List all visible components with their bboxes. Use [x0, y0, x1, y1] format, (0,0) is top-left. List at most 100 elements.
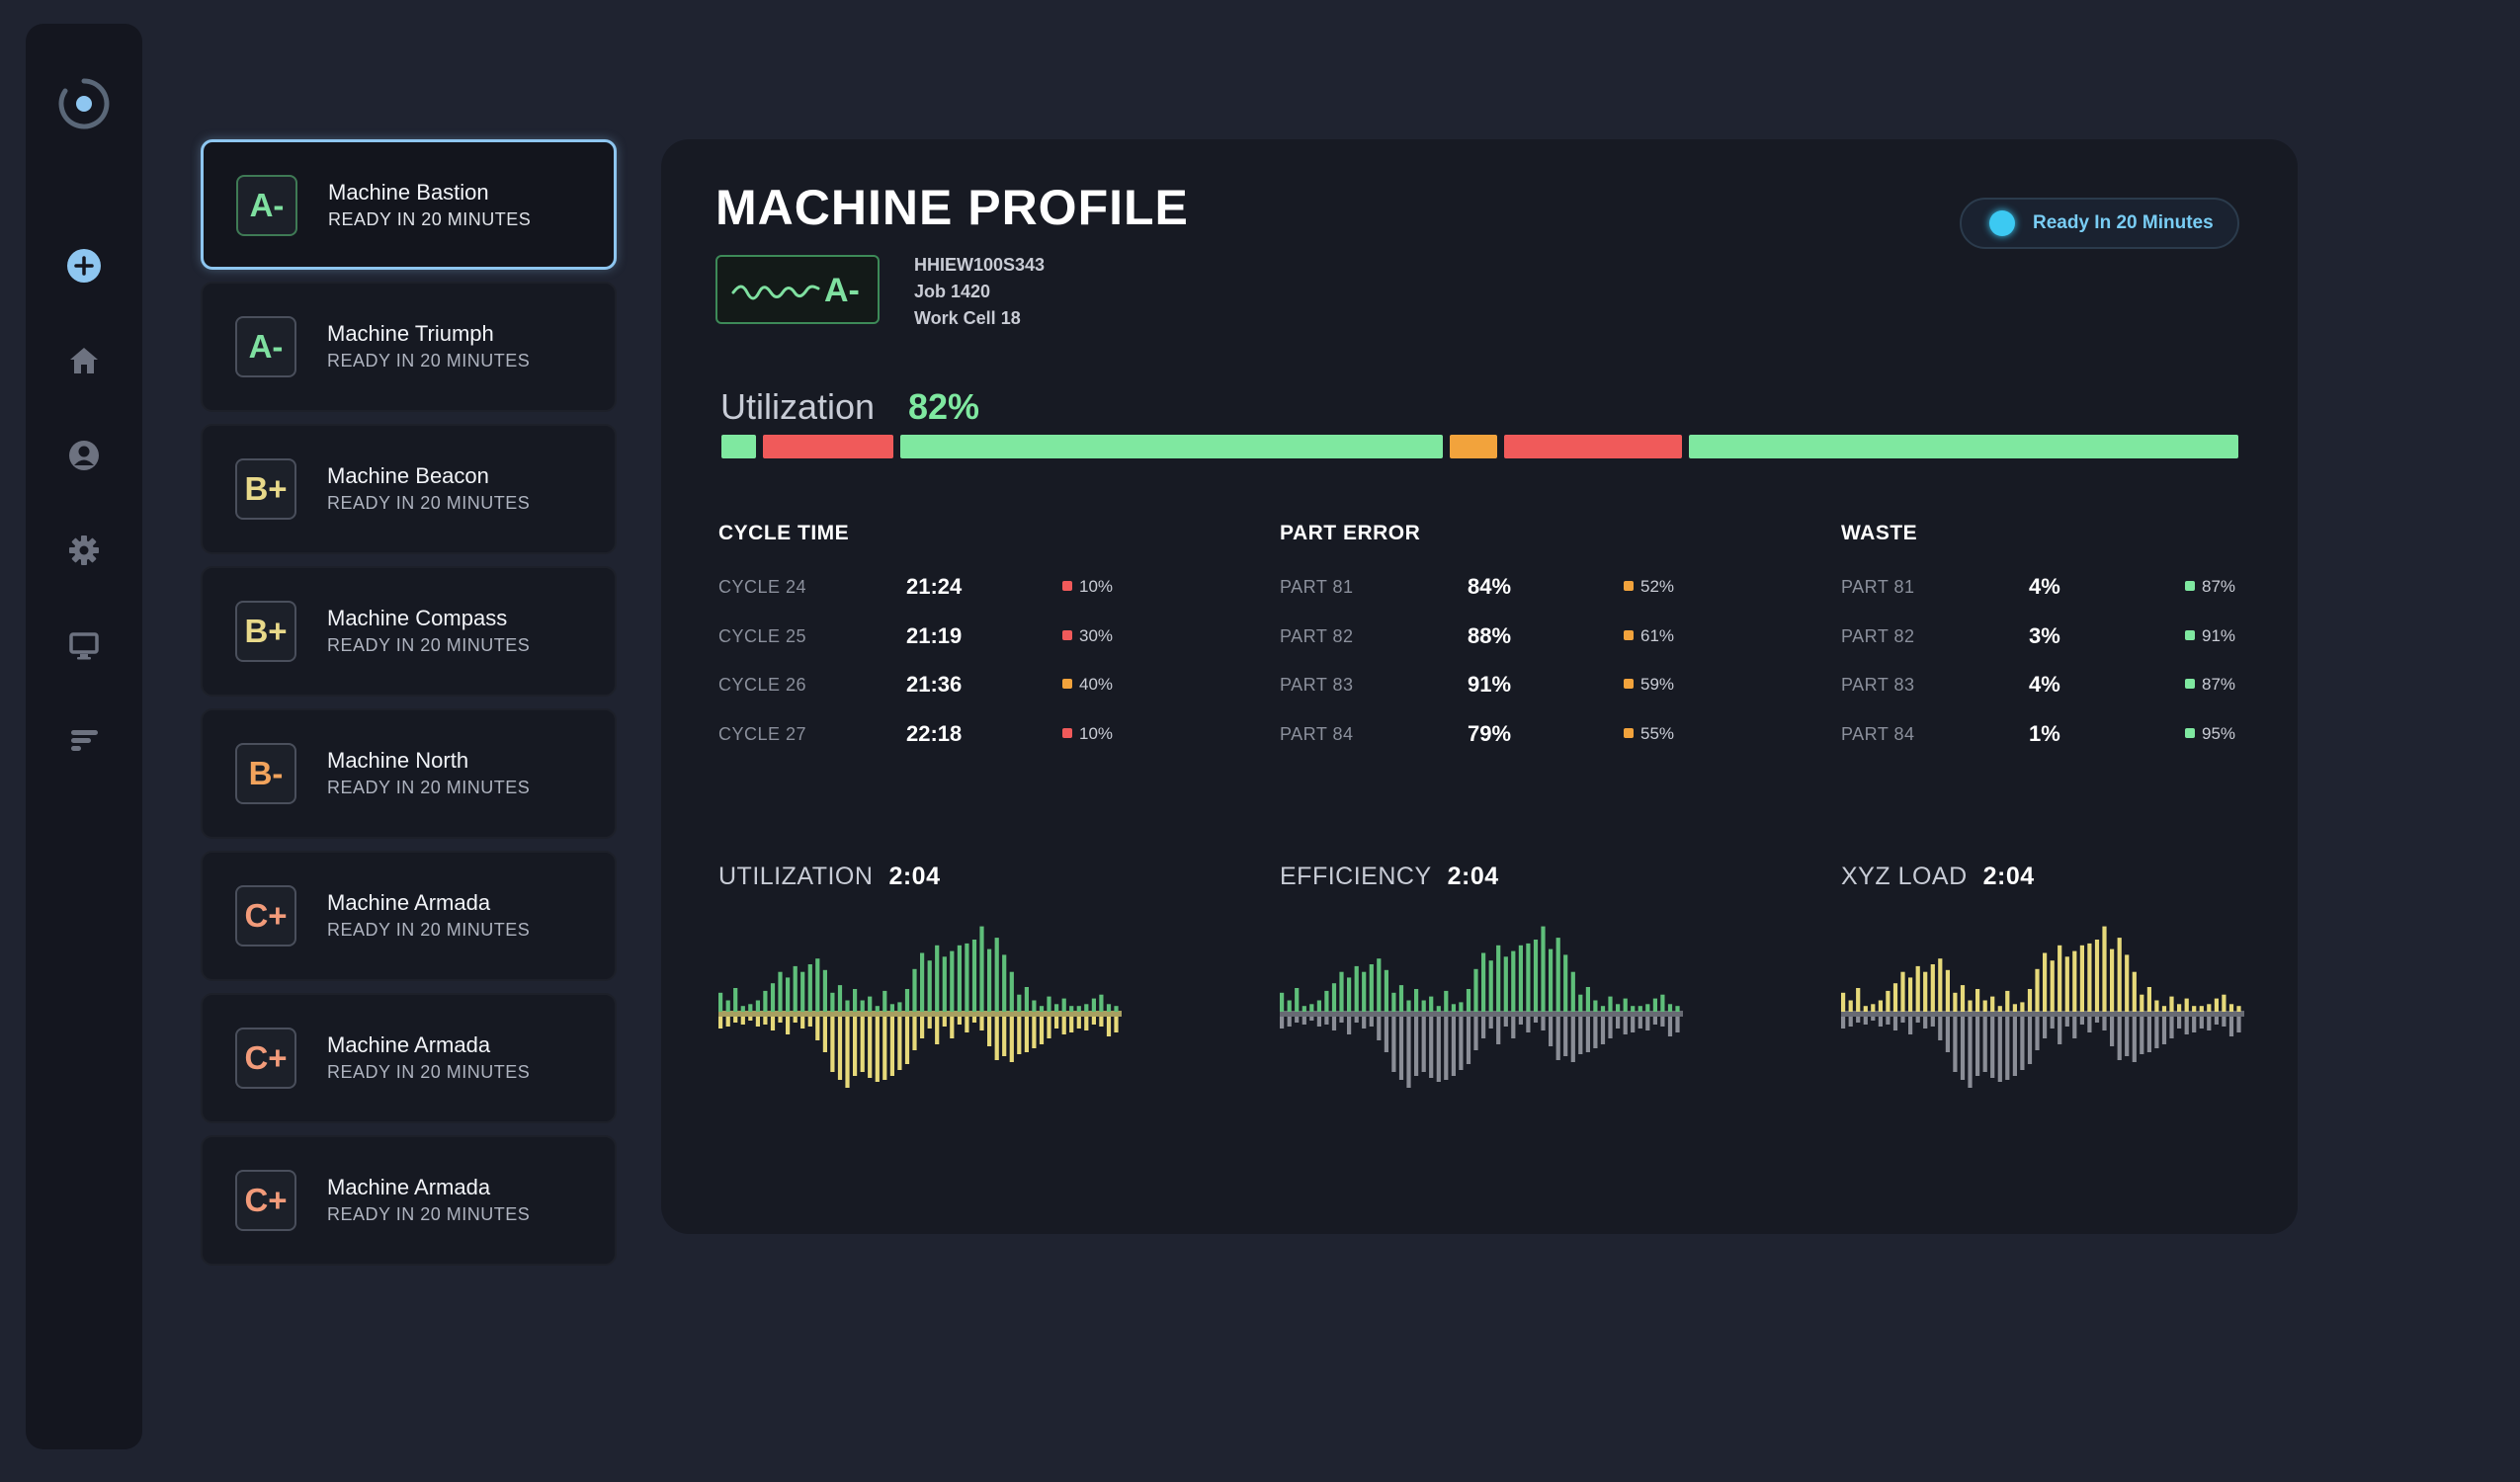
waveform-bar-up — [1099, 994, 1104, 1012]
waveform-bar-up — [2005, 990, 2010, 1012]
waveform-bar-down — [935, 1017, 940, 1044]
serial-number: HHIEW100S343 — [914, 255, 1046, 275]
waveform-bar-down — [1900, 1017, 1905, 1023]
stat-percent: 87% — [2185, 675, 2235, 695]
waveform-bar-up — [942, 956, 947, 1012]
waveform-bar-up — [2154, 1000, 2159, 1012]
waveform-bar-down — [740, 1017, 745, 1025]
waveform-bar-down — [2192, 1017, 2197, 1032]
waveform-bar-up — [1309, 1004, 1314, 1012]
sidebar — [26, 24, 142, 1449]
waveform-bar-down — [920, 1017, 925, 1038]
status-square-icon — [1062, 679, 1072, 689]
machine-card[interactable]: C+ Machine Armada READY IN 20 MINUTES — [201, 1135, 617, 1266]
monitor-icon[interactable] — [63, 624, 105, 666]
waveform-bar-up — [2050, 960, 2055, 1012]
waveform-bar-down — [1099, 1017, 1104, 1027]
waveform-bar-up — [2184, 998, 2189, 1012]
machine-card[interactable]: C+ Machine Armada READY IN 20 MINUTES — [201, 993, 617, 1123]
machine-grade: B- — [235, 743, 296, 804]
waveform-bar-up — [2236, 1006, 2241, 1012]
machine-card[interactable]: B+ Machine Beacon READY IN 20 MINUTES — [201, 424, 617, 554]
waveform-bar-up — [763, 990, 768, 1012]
waveform-bar-up — [1938, 958, 1943, 1012]
machine-grade: C+ — [235, 1028, 296, 1089]
stat-label: PART 82 — [1841, 625, 1915, 646]
stat-label: CYCLE 24 — [718, 577, 807, 597]
waveform-bar-up — [2192, 1006, 2197, 1012]
waveform-bar-up — [1032, 1000, 1037, 1012]
machine-name: Machine North — [327, 748, 469, 773]
waveform-bar-down — [1481, 1017, 1486, 1038]
waveform-bar-up — [897, 1002, 902, 1012]
waveform-bar-up — [2214, 998, 2219, 1012]
home-icon[interactable] — [63, 340, 105, 381]
waveform-bar-down — [1578, 1017, 1583, 1054]
waveform-bar-down — [1563, 1017, 1568, 1056]
waveform-bar-up — [807, 964, 812, 1012]
waveform-bar-up — [1354, 965, 1359, 1012]
waveform-bar-down — [1309, 1017, 1314, 1021]
waveform-bar-down — [1429, 1017, 1434, 1078]
waveform-bar-down — [1466, 1017, 1471, 1064]
machine-card[interactable]: A- Machine Triumph READY IN 20 MINUTES — [201, 282, 617, 412]
waveform-bar-up — [1533, 940, 1539, 1012]
waveform-bar-up — [1638, 1006, 1642, 1012]
stat-percent: 40% — [1062, 675, 1113, 695]
stat-percent-text: 10% — [1079, 577, 1114, 596]
user-icon[interactable] — [63, 435, 105, 476]
waveform-bar-down — [1069, 1017, 1074, 1032]
waveform-bar-up — [1990, 996, 1995, 1012]
utilization-segment — [1688, 435, 2238, 458]
waveform-bar-down — [1017, 1017, 1022, 1054]
waveform-bar-up — [979, 926, 984, 1012]
machine-name: Machine Bastion — [328, 180, 489, 205]
stat-value: 1% — [2029, 720, 2060, 746]
waveform-bar-up — [987, 948, 992, 1012]
waveform-bar-down — [2110, 1017, 2115, 1046]
gear-icon[interactable] — [63, 530, 105, 571]
reports-icon[interactable] — [63, 719, 105, 761]
machine-name: Machine Beacon — [327, 463, 489, 488]
status-pill[interactable]: Ready In 20 Minutes — [1960, 198, 2239, 249]
status-square-icon — [2185, 629, 2195, 640]
waveform-bar-up — [2207, 1004, 2212, 1012]
waveform-bar-down — [1960, 1017, 1966, 1080]
waveform-bar-down — [2199, 1017, 2204, 1029]
waveform-bar-down — [1938, 1017, 1943, 1040]
status-square-icon — [2185, 727, 2195, 738]
utilization-segment — [721, 435, 756, 458]
waveform-bar-down — [2222, 1017, 2226, 1027]
waveform-bar-up — [1511, 950, 1516, 1012]
waveform-bar-up — [2012, 1004, 2017, 1012]
status-square-icon — [2185, 679, 2195, 689]
waveform-bar-down — [755, 1017, 760, 1027]
waveform-bar-down — [2140, 1017, 2144, 1054]
machine-card[interactable]: B+ Machine Compass READY IN 20 MINUTES — [201, 566, 617, 697]
waveform-bar-down — [1280, 1017, 1285, 1029]
stat-percent-text: 95% — [2202, 723, 2236, 743]
waveform-bar-up — [1106, 1004, 1112, 1012]
waveform-bar-up — [2146, 987, 2151, 1012]
waveform-bar-up — [1414, 989, 1419, 1012]
add-icon[interactable] — [63, 245, 105, 287]
waveform-bar-down — [1871, 1017, 1876, 1021]
waveform-bar-down — [2125, 1017, 2130, 1056]
waveform-bar-up — [927, 960, 932, 1012]
waveform-bar-up — [1459, 1002, 1464, 1012]
waveform-bar-up — [1997, 1006, 2002, 1012]
waveform-bar-down — [1526, 1017, 1531, 1032]
waveform-bar-up — [845, 1000, 850, 1012]
machine-card[interactable]: B- Machine North READY IN 20 MINUTES — [201, 708, 617, 839]
machine-card[interactable]: C+ Machine Armada READY IN 20 MINUTES — [201, 851, 617, 981]
waveform-bar-down — [875, 1017, 880, 1082]
logo-icon[interactable] — [57, 77, 111, 130]
waveform-bar-up — [2072, 950, 2077, 1012]
waveform-bar-up — [733, 988, 738, 1012]
waveform-bar-down — [2087, 1017, 2092, 1032]
machine-card[interactable]: A- Machine Bastion READY IN 20 MINUTES — [201, 139, 617, 270]
stat-value: 22:18 — [906, 720, 963, 746]
machine-grade: C+ — [235, 1170, 296, 1231]
waveform-bar-up — [2058, 945, 2062, 1012]
waveform-bar-down — [1878, 1017, 1883, 1027]
